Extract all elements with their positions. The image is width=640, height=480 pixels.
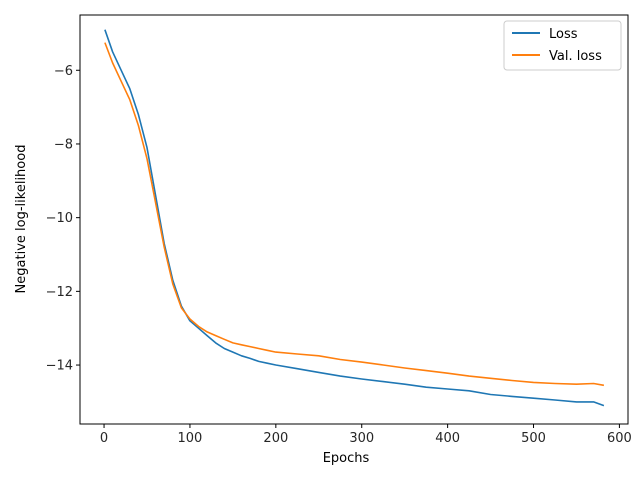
y-tick-label: −8	[54, 137, 73, 152]
y-tick-label: −14	[46, 359, 73, 374]
x-tick-label: 600	[607, 431, 632, 446]
x-tick-label: 100	[178, 431, 203, 446]
y-tick-label: −6	[54, 64, 73, 79]
x-tick-label: 500	[521, 431, 546, 446]
legend: Loss Val. loss	[503, 20, 622, 71]
y-tick-label: −12	[46, 285, 73, 300]
x-axis: 0 100 200 300 400 500 600	[100, 424, 632, 446]
plot-frame	[79, 14, 629, 425]
series-line-loss	[104, 29, 605, 407]
y-axis: −14 −12 −10 −8 −6	[46, 64, 80, 374]
y-axis-label: Negative log-likelihood	[14, 145, 29, 294]
x-tick-label: 200	[263, 431, 288, 446]
x-tick-label: 300	[349, 431, 374, 446]
series-line-val-loss	[104, 42, 605, 387]
y-tick-label: −10	[46, 211, 73, 226]
x-tick-label: 0	[100, 431, 108, 446]
x-tick-label: 400	[435, 431, 460, 446]
x-axis-label: Epochs	[323, 451, 370, 466]
legend-label-val-loss: Val. loss	[549, 49, 602, 64]
plot-content	[104, 29, 605, 407]
legend-label-loss: Loss	[549, 27, 578, 42]
